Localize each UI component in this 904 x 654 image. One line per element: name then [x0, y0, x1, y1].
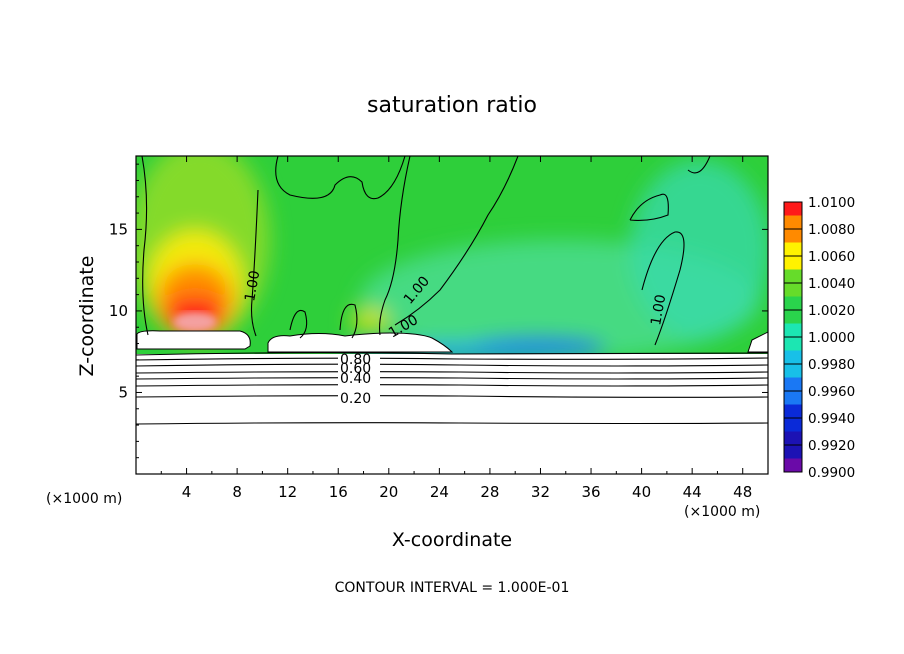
contour-label-060: 0.60: [340, 361, 371, 377]
colorbar-tick-label-0: 0.9900: [808, 465, 855, 481]
x-axis-ticks: 4 8 12 16 20 24 28 32 36 40 44 48: [160, 156, 752, 501]
colorbar-tick-label-1: 0.9920: [808, 438, 855, 454]
y-tick-label-0: 5: [118, 383, 128, 401]
colorbar-swatch: [784, 377, 802, 392]
contour-label-1: 1.00: [242, 269, 263, 302]
x-tick-label-10: 44: [683, 483, 702, 501]
colorbar-swatch: [784, 337, 802, 351]
x-tick-label-9: 40: [632, 483, 651, 501]
y-axis-label: Z-coordinate: [76, 256, 98, 377]
contour-100-right-loop: [641, 231, 685, 346]
colorbar-swatch: [784, 256, 802, 270]
field-cyan-patch-b: [630, 160, 768, 340]
x-unit-right: (×1000 m): [684, 504, 760, 520]
colorbar-swatch: [784, 202, 802, 216]
colorbar-tick-label-7: 1.0040: [808, 276, 855, 292]
x-unit-left: (×1000 m): [46, 491, 122, 507]
colorbar-tick-label-2: 0.9940: [808, 411, 855, 427]
colorbar-tick-label-10: 1.0100: [808, 195, 855, 211]
colorbar-swatch: [784, 229, 802, 243]
x-tick-label-7: 32: [531, 483, 550, 501]
colorbar-swatch: [784, 391, 802, 405]
contour-060: [136, 363, 768, 367]
colorbar-swatch: [784, 404, 802, 419]
contour-label-080: 0.80: [340, 352, 371, 368]
colorbar-swatch: [784, 431, 802, 446]
y-tick-label-1: 10: [109, 302, 128, 320]
colorbar-swatch: [784, 283, 802, 297]
contour-040: [136, 371, 768, 374]
colorbar-tick-label-3: 0.9960: [808, 384, 855, 400]
contour-label-040: 0.40: [340, 371, 371, 387]
colorbar-ticks: 0.9900 0.9920 0.9940 0.9960 0.9980 1.0000 1.00…: [784, 195, 855, 481]
colorbar-swatch: [784, 269, 802, 284]
colorbar-swatch: [784, 445, 802, 459]
colorbar-swatch: [784, 458, 802, 473]
x-tick-label-6: 28: [480, 483, 499, 501]
contour-100-central: [379, 156, 411, 336]
colorbar-swatch: [784, 296, 802, 311]
contour-surface-band-a: [136, 352, 768, 356]
contour-interval-note: CONTOUR INTERVAL = 1.000E-01: [335, 580, 570, 596]
plot-frame: [135, 155, 769, 475]
lower-white-region: [136, 354, 768, 474]
colorbar-tick-label-8: 1.0060: [808, 249, 855, 265]
contour-100-bump-left: [289, 309, 308, 339]
contour-bottom: [136, 422, 768, 425]
contour-080: [136, 357, 768, 361]
colorbar-swatch: [784, 418, 802, 432]
colorbar-tick-label-6: 1.0020: [808, 303, 855, 319]
y-tick-label-2: 15: [109, 220, 128, 238]
white-blob-left: [136, 330, 251, 350]
contour-lines: [136, 156, 768, 425]
contour-label-020: 0.20: [340, 391, 371, 407]
contour-020: [136, 395, 768, 398]
contour-band-b: [136, 377, 768, 380]
contour-100-right-notch: [629, 193, 669, 221]
colorbar-swatch: [784, 215, 802, 230]
x-tick-label-0: 4: [182, 483, 192, 501]
x-tick-label-4: 20: [379, 483, 398, 501]
x-tick-label-1: 8: [232, 483, 242, 501]
colorbar-swatch: [784, 323, 802, 338]
white-blob-center: [267, 332, 454, 353]
plot-area: 1.00 1.00 1.00 1.00 0.80 0.60 0.40 0.20: [136, 156, 768, 474]
chart-title: saturation ratio: [367, 93, 537, 118]
x-axis-label: X-coordinate: [392, 529, 512, 551]
field-pink-top: [173, 312, 217, 332]
x-tick-label-8: 36: [581, 483, 600, 501]
colorbar-swatch: [784, 310, 802, 324]
colorbar-tick-label-9: 1.0080: [808, 222, 855, 238]
x-tick-label-11: 48: [733, 483, 752, 501]
contour-band-c: [136, 384, 768, 387]
contour-100-upper-loop: [275, 156, 406, 200]
colorbar: 0.9900 0.9920 0.9940 0.9960 0.9980 1.0000 1.00…: [783, 195, 855, 481]
colorbar-swatch: [784, 350, 802, 365]
colorbar-swatches: [783, 201, 803, 473]
contour-100-mid-left: [250, 189, 259, 337]
contour-label-mask: [338, 354, 380, 404]
contour-100-bump-center: [339, 303, 358, 339]
contour-100-left: [141, 156, 149, 336]
y-axis-ticks: 5 10 15: [109, 163, 768, 459]
white-blob-right: [747, 331, 768, 353]
contour-label-4: 1.00: [648, 293, 669, 326]
colorbar-swatch: [784, 364, 802, 378]
colorbar-tick-label-5: 1.0000: [808, 330, 855, 346]
contour-100-upper-right: [687, 156, 711, 174]
colorbar-swatch: [784, 242, 802, 257]
x-tick-label-2: 12: [278, 483, 297, 501]
x-tick-label-5: 24: [430, 483, 449, 501]
contour-100-central-right: [394, 156, 519, 326]
colorbar-tick-label-4: 0.9980: [808, 357, 855, 373]
x-tick-label-3: 16: [329, 483, 348, 501]
